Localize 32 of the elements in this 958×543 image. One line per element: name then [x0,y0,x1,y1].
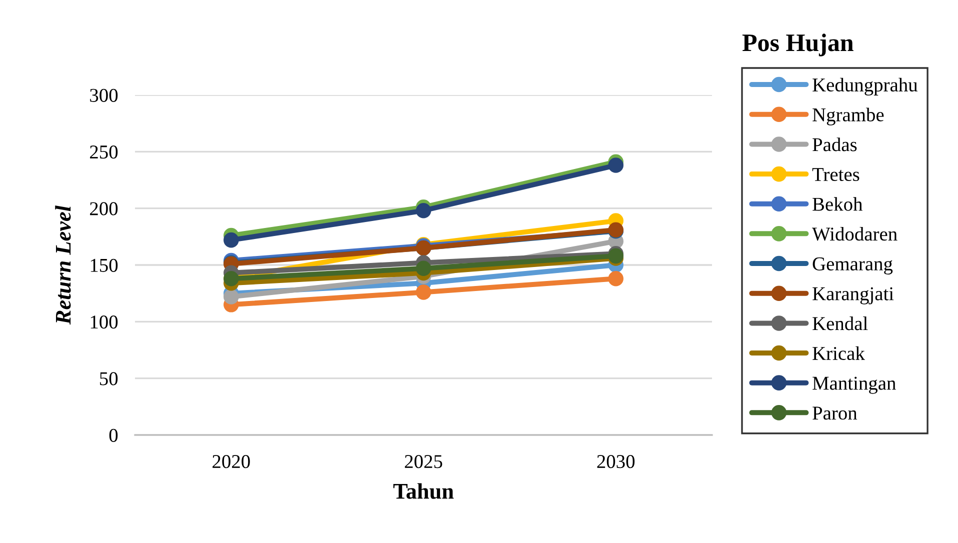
legend-label: Bekoh [812,197,863,211]
legend-label: Padas [812,138,857,152]
legend-title: Pos Hujan [742,34,854,56]
y-tick-label: 0 [109,428,118,442]
legend-label: Kricak [812,346,865,360]
point [416,284,432,300]
legend-label: Mantingan [812,376,896,394]
x-tick-label: 2025 [404,455,442,468]
legend-label: Tretes [812,168,860,182]
point [416,260,432,276]
y-tick-label: 200 [90,202,118,216]
legend-label: Kedungprahu [812,78,918,96]
legend-label: Karangjati [812,287,894,304]
point [224,289,239,304]
legend-label: Paron [812,406,858,420]
legend-label: Ngrambe [812,108,884,126]
point [608,158,624,173]
x-axis-title: Tahun [393,483,454,499]
point [224,232,239,248]
point [608,270,624,286]
x-tick-label: 2030 [597,455,635,468]
y-tick-label: 100 [90,315,118,329]
y-axis-title: Return Level [55,205,71,325]
legend-label: Gemarang [812,257,893,274]
x-tick-label: 2020 [212,455,250,468]
point [416,202,432,218]
legend-label: Kendal [812,316,868,330]
y-tick-label: 50 [100,372,118,386]
y-tick-label: 300 [90,88,118,102]
y-tick-label: 150 [90,258,118,272]
y-tick-label: 250 [90,145,118,159]
legend-label: Widodaren [812,226,898,241]
